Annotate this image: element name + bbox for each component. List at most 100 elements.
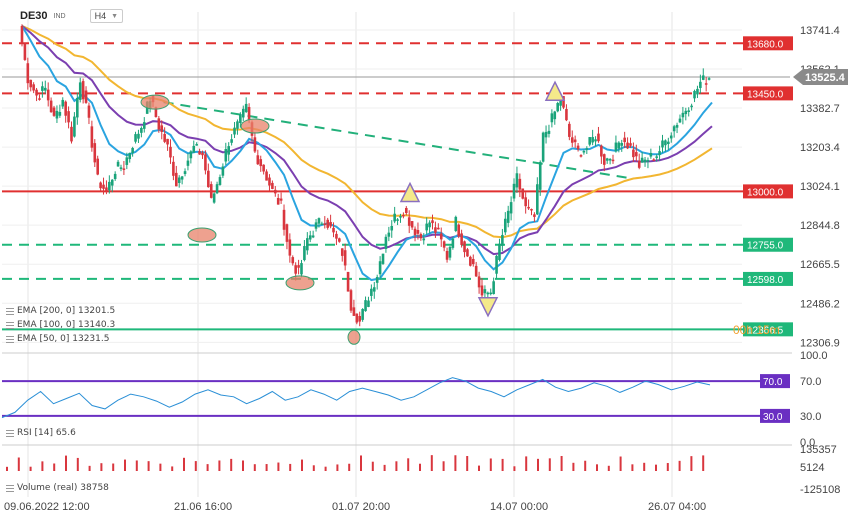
swing-highlight [347,329,361,345]
candle-body [515,173,519,188]
candle-body [335,233,338,239]
volume-bar [655,464,657,471]
candle-body [41,86,44,91]
candle-body [437,227,440,230]
candle-body [463,241,466,253]
timeframe-select[interactable]: H4 ▼ [89,9,124,23]
candle-body [131,148,134,154]
candle-body [323,223,327,226]
menu-lines-icon[interactable] [6,307,14,315]
candle-body [445,250,449,260]
legend-ema100[interactable]: EMA [100, 0] 13140.3 [6,320,115,330]
legend-ema200[interactable]: EMA [200, 0] 13201.5 [6,306,115,316]
candle-body [667,141,670,145]
volume-bar [678,460,681,471]
legend-volume[interactable]: Volume (real) 38758 [6,483,109,493]
candle-body [405,207,408,213]
volume-bar [265,464,268,471]
candle-body [300,263,303,275]
candle-body [678,118,682,123]
volume-bar [253,464,256,471]
candle-body [142,122,146,129]
volume-bar [183,457,185,471]
candle-body [600,145,603,157]
candle-body [358,315,362,322]
candle-body [186,160,190,166]
candle-body [84,90,88,103]
candle-body [396,219,399,221]
candle-body [195,144,198,146]
candle-body [317,218,321,224]
candle-body [501,234,504,246]
volume-bar [619,456,622,471]
candle-body [643,159,647,163]
candle-body [291,257,295,264]
candle-body [506,210,510,223]
candle-body [352,307,356,316]
volume-bar [277,462,280,471]
menu-lines-icon[interactable] [6,335,14,343]
candle-body [308,235,312,240]
swing-highlight [187,227,217,243]
candle-body [556,103,559,112]
candle-body [483,289,487,294]
legend-ema50[interactable]: EMA [50, 0] 13231.5 [6,334,109,344]
candle-body [568,123,571,137]
candle-body [38,98,41,100]
candle-body [157,118,161,130]
candle-body [390,225,394,231]
trendline[interactable] [163,101,632,180]
candle-body [378,261,382,275]
volume-bar [194,461,197,471]
swing-highlight [140,94,170,110]
ema200-line[interactable] [21,24,713,239]
candle-body [70,126,73,142]
candle-body [294,265,297,274]
candle-body [189,151,193,159]
candle-body [480,285,484,296]
candle-body [431,220,434,224]
candle-body [268,177,271,186]
candle-body [87,105,91,118]
candle-body [672,126,676,132]
volume-bar [41,461,44,471]
candle-body [442,241,446,248]
menu-lines-icon[interactable] [6,321,14,329]
volume-bar [501,458,504,471]
candle-body [247,107,251,120]
x-tick-label: 14.07 00:00 [490,501,548,513]
candle-body [96,158,99,175]
candle-body [530,209,533,211]
candle-body [306,238,309,251]
volume-bar [513,466,516,471]
candle-body [562,96,565,108]
volume-bar [702,455,705,471]
swing-highlight [240,118,270,134]
rsi-line[interactable] [1,377,711,419]
volume-bar [690,456,693,471]
candle-body [402,214,405,217]
candle-body [524,197,527,207]
legend-ema50-text: EMA [50, 0] 13231.5 [17,334,110,344]
candle-body [166,138,169,145]
menu-lines-icon[interactable] [6,484,14,492]
ema50-line[interactable] [21,25,713,282]
candle-body [271,182,274,189]
volume-bar [112,463,115,471]
candle-body [602,154,606,165]
candle-body [137,133,140,139]
candle-body [221,166,225,176]
ema100-line[interactable] [21,25,713,256]
candle-body [276,197,280,205]
menu-lines-icon[interactable] [6,429,14,437]
rsi-y-tick: 30.0 [800,411,821,423]
legend-rsi[interactable]: RSI [14] 65.6 [6,428,76,438]
candle-body [419,234,423,239]
volume-bar [371,461,374,471]
volume-bar [171,466,174,471]
candle-body [314,222,318,229]
candle-body [102,184,105,189]
volume-y-tick: 135357 [800,444,837,456]
volume-bar [53,463,56,471]
